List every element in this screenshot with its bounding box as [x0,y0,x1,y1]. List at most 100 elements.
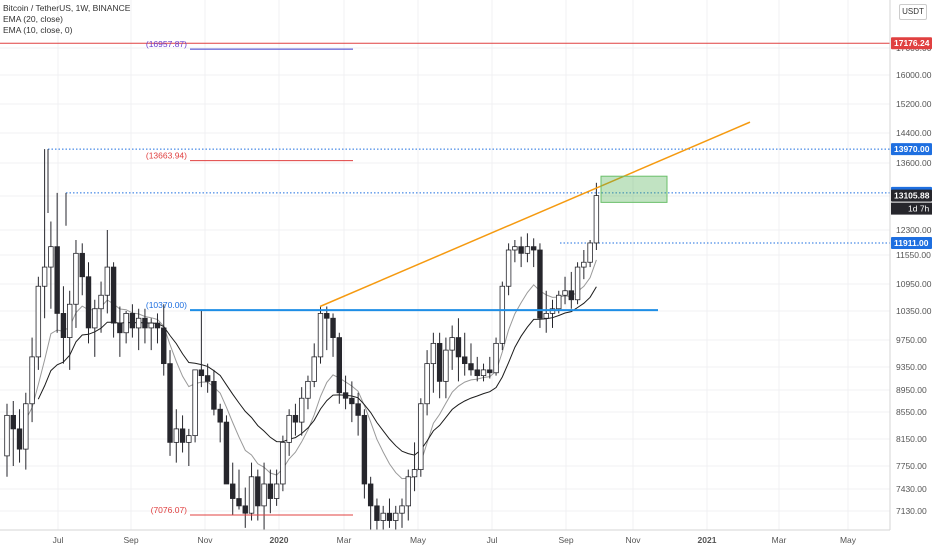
candle-body [79,252,85,278]
candle-body [110,266,117,324]
candle-body [430,342,437,365]
candle-body [311,356,317,382]
ema20-line [37,286,597,456]
candle-body [186,435,192,443]
candle-body [480,369,487,377]
price-tag-label: 13970.00 [894,144,930,154]
price-tag-label: 13105.88 [894,191,930,201]
candle-body [530,246,537,251]
candle-body [505,249,512,287]
legend-ema10[interactable]: EMA (10, close, 0) [3,25,73,35]
candle-body [192,369,198,437]
candle-body [455,337,462,358]
horizontal-levels [0,42,890,244]
y-tick-label: 13600.00 [896,158,932,168]
x-tick-label: Nov [625,535,641,545]
candle-body [474,369,480,377]
candle-body [29,356,35,405]
candle-body [280,441,286,485]
x-tick-label: Nov [197,535,213,545]
candle-body [60,313,67,338]
trend-line [319,121,751,308]
y-tick-label: 16000.00 [896,70,932,80]
candle-body [581,261,587,268]
candle-body [273,483,280,499]
candle-body [380,512,386,521]
time-axis[interactable]: Jul Sep Nov 2020 Mar May Jul Sep Nov 2021 Mar May [0,529,932,550]
y-tick-label: 7750.00 [896,461,927,471]
candle-body [449,337,455,351]
candle-body [499,285,506,344]
candle-body [393,512,399,521]
candle-body [41,266,48,287]
candle-body [524,246,531,254]
candle-body [148,322,154,329]
timeframe-tag-bg [891,202,932,215]
candle-body [129,313,136,329]
candle-body [411,469,418,478]
candle-body [562,290,568,296]
x-tick-label: Mar [337,535,352,545]
y-tick-label: 12300.00 [896,225,932,235]
chart-legend: Bitcoin / TetherUS, 1W, BINANCE EMA (20,… [3,3,130,36]
candle-body [23,403,29,450]
currency-button[interactable]: USDT [899,4,927,20]
candle-body [217,408,223,423]
candle-body [487,369,493,374]
drawings: (16957.87) (13663.94) (10370.00) (7076.07) [146,39,751,516]
target-zone [600,175,668,203]
candle-body [298,397,305,423]
y-tick-label: 8150.00 [896,434,927,444]
y-tick-label: 14400.00 [896,128,932,138]
x-tick-label: 2020 [270,535,289,545]
y-tick-label: 7130.00 [896,506,927,516]
candle-body [286,414,292,443]
price-axis[interactable]: 7130.00 7430.00 7750.00 8150.00 8550.00 8950.… [889,0,932,550]
y-tick-label: 8950.00 [896,385,927,395]
legend-symbol[interactable]: Bitcoin / TetherUS, 1W, BINANCE [3,3,131,13]
candle-body [198,369,205,377]
price-tag-bg [891,143,932,156]
legend-ema20[interactable]: EMA (20, close) [3,14,63,24]
candle-body [336,337,343,394]
price-tag-bg [891,37,932,50]
candle-body [242,505,248,514]
candle-body [587,242,593,263]
candle-body [10,414,16,430]
candle-body [405,476,411,507]
candle-body [98,294,104,310]
x-tick-label: Mar [772,535,787,545]
candle-body [211,380,217,410]
y-tick-label: 10350.00 [896,306,932,316]
x-tick-label: Jul [487,535,498,545]
level-label: (7076.07) [151,505,188,515]
x-tick-label: May [410,535,427,545]
x-tick-label: Jul [53,535,64,545]
candle-body [518,246,524,254]
candle-body [418,403,424,470]
candle-body [85,276,92,329]
candle-body [142,317,148,329]
candle-body [342,392,349,399]
x-tick-label: May [840,535,857,545]
candle-body [255,476,261,507]
level-label: (10370.00) [146,300,187,310]
candle-body [386,512,393,521]
timeframe-tag: 1d 7h [908,204,930,214]
price-tag-label: 11911.00 [894,238,929,248]
candle-body [248,476,255,514]
x-tick-label: Sep [558,535,573,545]
candle-body [167,363,173,443]
price-tag-bg [891,189,932,202]
y-tick-label: 11550.00 [896,250,931,260]
candle-body [204,375,211,382]
candle-body [462,356,468,365]
y-tick-label: 9750.00 [896,335,927,345]
y-tick-label: 7430.00 [896,484,927,494]
x-tick-label: 2021 [698,535,717,545]
candle-body [367,483,374,507]
candle-body [424,363,430,405]
candle-body [67,303,73,338]
candle-body [292,414,299,423]
